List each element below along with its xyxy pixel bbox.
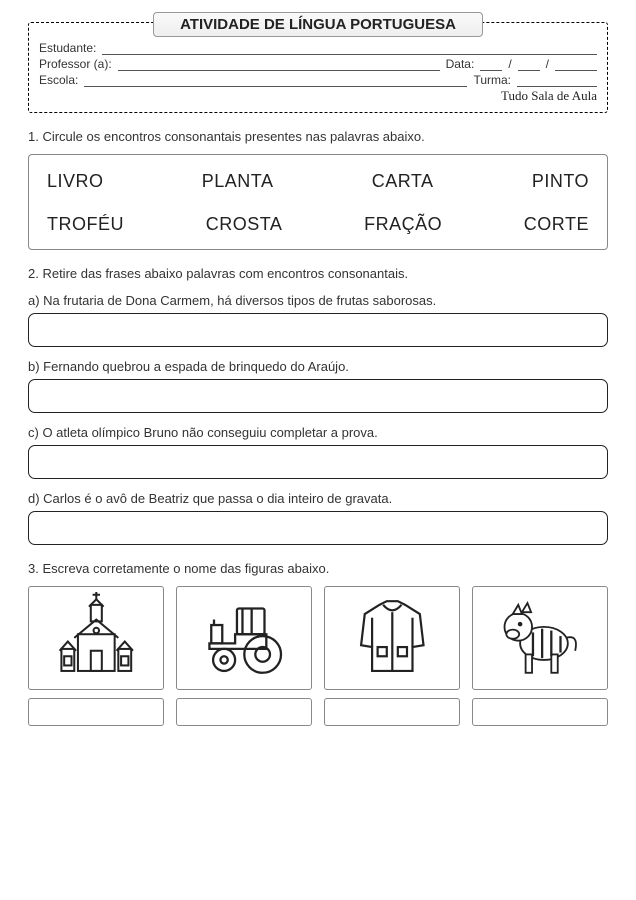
date-year-field[interactable] bbox=[555, 58, 597, 71]
q3-answer-3[interactable] bbox=[324, 698, 460, 726]
q1-prompt: 1. Circule os encontros consonantais pre… bbox=[28, 129, 608, 144]
q1-word: CORTE bbox=[524, 214, 589, 235]
q1-word: CROSTA bbox=[206, 214, 283, 235]
q3-answer-4[interactable] bbox=[472, 698, 608, 726]
school-label: Escola: bbox=[39, 73, 78, 87]
q2d-answer[interactable] bbox=[28, 511, 608, 545]
q1-words-box: LIVRO PLANTA CARTA PINTO TROFÉU CROSTA F… bbox=[28, 154, 608, 250]
q3-prompt: 3. Escreva corretamente o nome das figur… bbox=[28, 561, 608, 576]
q1-word: TROFÉU bbox=[47, 214, 124, 235]
teacher-field[interactable] bbox=[118, 58, 440, 71]
class-field[interactable] bbox=[517, 74, 597, 87]
date-sep: / bbox=[546, 57, 549, 71]
q1-word: PLANTA bbox=[202, 171, 274, 192]
school-field[interactable] bbox=[84, 74, 467, 87]
student-field[interactable] bbox=[102, 42, 597, 55]
q3-figures bbox=[28, 586, 608, 726]
q1-word: FRAÇÃO bbox=[364, 214, 442, 235]
date-day-field[interactable] bbox=[480, 58, 502, 71]
tractor-icon bbox=[184, 592, 305, 684]
q2a-answer[interactable] bbox=[28, 313, 608, 347]
q1-row2: TROFÉU CROSTA FRAÇÃO CORTE bbox=[47, 214, 589, 235]
q2c-answer[interactable] bbox=[28, 445, 608, 479]
q2-prompt: 2. Retire das frases abaixo palavras com… bbox=[28, 266, 608, 281]
q1-row1: LIVRO PLANTA CARTA PINTO bbox=[47, 171, 589, 192]
q2a-text: a) Na frutaria de Dona Carmem, há divers… bbox=[28, 293, 608, 308]
q1-word: CARTA bbox=[372, 171, 434, 192]
worksheet-title: ATIVIDADE DE LÍNGUA PORTUGUESA bbox=[153, 12, 483, 37]
q2d-text: d) Carlos é o avô de Beatriz que passa o… bbox=[28, 491, 608, 506]
date-month-field[interactable] bbox=[518, 58, 540, 71]
date-label: Data: bbox=[446, 57, 475, 71]
figure-jacket bbox=[324, 586, 460, 690]
q1-word: LIVRO bbox=[47, 171, 104, 192]
student-label: Estudante: bbox=[39, 41, 96, 55]
q2c-text: c) O atleta olímpico Bruno não conseguiu… bbox=[28, 425, 608, 440]
teacher-label: Professor (a): bbox=[39, 57, 112, 71]
zebra-icon bbox=[480, 592, 601, 684]
q2b-text: b) Fernando quebrou a espada de brinqued… bbox=[28, 359, 608, 374]
figure-church bbox=[28, 586, 164, 690]
jacket-icon bbox=[332, 592, 453, 684]
q3-answer-1[interactable] bbox=[28, 698, 164, 726]
date-sep: / bbox=[508, 57, 511, 71]
q3-answer-2[interactable] bbox=[176, 698, 312, 726]
figure-zebra bbox=[472, 586, 608, 690]
q1-word: PINTO bbox=[532, 171, 589, 192]
figure-tractor bbox=[176, 586, 312, 690]
class-label: Turma: bbox=[473, 73, 511, 87]
header-box: ATIVIDADE DE LÍNGUA PORTUGUESA Estudante… bbox=[28, 22, 608, 113]
church-icon bbox=[36, 592, 157, 684]
credit-text: Tudo Sala de Aula bbox=[39, 88, 597, 104]
q2b-answer[interactable] bbox=[28, 379, 608, 413]
